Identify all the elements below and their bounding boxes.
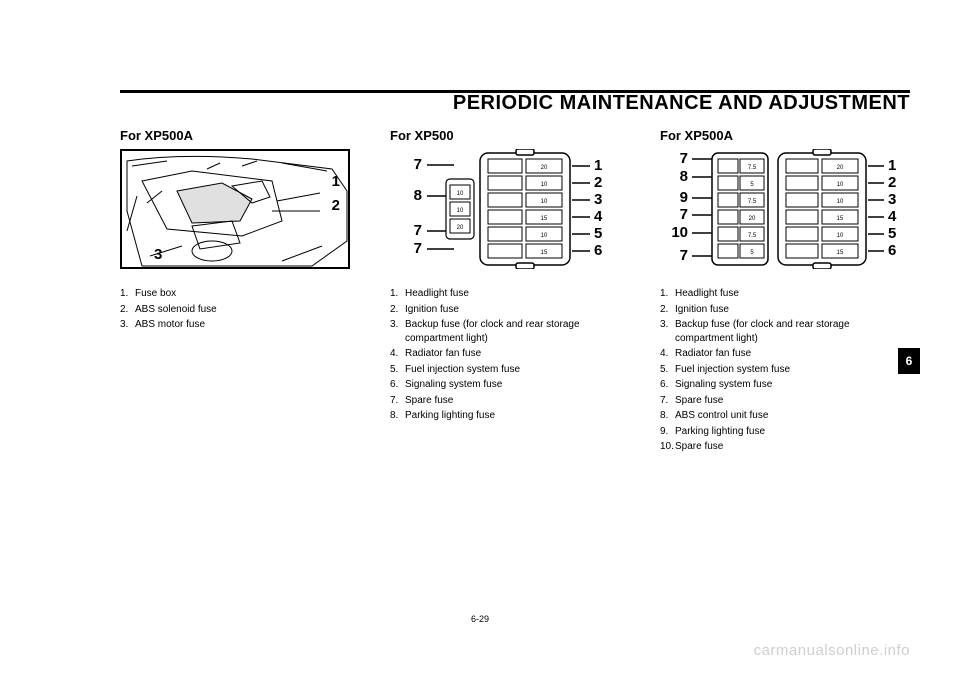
legend-item: 10.Spare fuse: [660, 440, 910, 454]
svg-text:15: 15: [541, 216, 548, 222]
svg-text:7.5: 7.5: [748, 165, 757, 171]
svg-text:10: 10: [671, 224, 688, 241]
legend-item: 8.Parking lighting fuse: [390, 409, 640, 423]
col2-heading: For XP500: [390, 128, 640, 143]
legend-item: 4.Radiator fan fuse: [390, 347, 640, 361]
legend-item: 6.Signaling system fuse: [390, 378, 640, 392]
column-3: For XP500A 7 8 9 7 10 7 7.5: [660, 128, 910, 456]
col1-figure: 1 2 3: [120, 149, 350, 269]
col3-legend: 1.Headlight fuse 2.Ignition fuse 3.Backu…: [660, 287, 910, 454]
svg-text:10: 10: [457, 208, 464, 214]
legend-item: 3.ABS motor fuse: [120, 318, 370, 332]
svg-text:15: 15: [837, 250, 844, 256]
legend-item: 1.Headlight fuse: [660, 287, 910, 301]
right-labels: 1 2 3 4 5 6: [572, 157, 603, 259]
svg-text:1: 1: [888, 157, 896, 174]
col2-legend: 1.Headlight fuse 2.Ignition fuse 3.Backu…: [390, 287, 640, 423]
fusebox-wide-svg: 7 8 9 7 10 7 7.5 5 7.5 20 7.5: [660, 149, 910, 269]
col1-legend: 1.Fuse box 2.ABS solenoid fuse 3.ABS mot…: [120, 287, 370, 332]
legend-item: 3.Backup fuse (for clock and rear storag…: [660, 318, 910, 345]
column-1: For XP500A: [120, 128, 370, 456]
svg-text:10: 10: [837, 199, 844, 205]
legend-item: 9.Parking lighting fuse: [660, 425, 910, 439]
legend-item: 6.Signaling system fuse: [660, 378, 910, 392]
svg-text:20: 20: [541, 165, 548, 171]
svg-text:7: 7: [680, 150, 688, 167]
legend-item: 8.ABS control unit fuse: [660, 409, 910, 423]
callout-3: 3: [154, 246, 162, 263]
legend-item: 3.Backup fuse (for clock and rear storag…: [390, 318, 640, 345]
svg-text:8: 8: [680, 168, 688, 185]
right-labels: 1 2 3 4 5 6: [868, 157, 897, 259]
svg-text:10: 10: [541, 182, 548, 188]
svg-text:10: 10: [457, 191, 464, 197]
svg-text:6: 6: [888, 242, 896, 259]
svg-text:4: 4: [594, 208, 603, 225]
legend-item: 2.Ignition fuse: [390, 303, 640, 317]
svg-text:2: 2: [888, 174, 896, 191]
svg-text:20: 20: [749, 216, 756, 222]
legend-item: 7.Spare fuse: [660, 394, 910, 408]
svg-text:3: 3: [594, 191, 602, 208]
callout-2: 2: [332, 197, 340, 214]
svg-text:20: 20: [457, 225, 464, 231]
page-number: 6-29: [0, 614, 960, 624]
svg-text:15: 15: [837, 216, 844, 222]
svg-text:2: 2: [594, 174, 602, 191]
svg-text:6: 6: [594, 242, 602, 259]
legend-item: 1.Fuse box: [120, 287, 370, 301]
col2-figure: 7 8 7 7 10 10 20: [390, 149, 620, 269]
svg-text:8: 8: [414, 187, 422, 204]
legend-item: 5.Fuel injection system fuse: [390, 363, 640, 377]
legend-item: 1.Headlight fuse: [390, 287, 640, 301]
svg-text:10: 10: [541, 233, 548, 239]
svg-text:5: 5: [594, 225, 602, 242]
col1-heading: For XP500A: [120, 128, 370, 143]
section-title: PERIODIC MAINTENANCE AND ADJUSTMENT: [453, 92, 910, 115]
svg-text:7: 7: [680, 206, 688, 223]
callout-1: 1: [332, 173, 340, 190]
svg-text:7: 7: [414, 156, 422, 173]
watermark: carmanualsonline.info: [754, 642, 910, 659]
svg-text:7: 7: [414, 222, 422, 239]
manual-page: PERIODIC MAINTENANCE AND ADJUSTMENT For …: [0, 0, 960, 679]
columns-container: For XP500A: [120, 128, 910, 456]
svg-text:7: 7: [680, 247, 688, 264]
column-2: For XP500 7 8 7 7 10 10 20: [390, 128, 640, 456]
svg-text:10: 10: [837, 233, 844, 239]
svg-text:20: 20: [837, 165, 844, 171]
svg-text:4: 4: [888, 208, 897, 225]
svg-text:10: 10: [541, 199, 548, 205]
svg-text:7.5: 7.5: [748, 199, 757, 205]
fusebox-compact-svg: 7 8 7 7 10 10 20: [390, 149, 620, 269]
legend-item: 5.Fuel injection system fuse: [660, 363, 910, 377]
svg-text:1: 1: [594, 157, 602, 174]
legend-item: 2.ABS solenoid fuse: [120, 303, 370, 317]
svg-text:9: 9: [680, 189, 688, 206]
chapter-tab: 6: [898, 348, 920, 374]
legend-item: 7.Spare fuse: [390, 394, 640, 408]
svg-text:7: 7: [414, 240, 422, 257]
left-labels: 7 8 9 7 10 7: [671, 150, 716, 264]
svg-text:10: 10: [837, 182, 844, 188]
svg-text:5: 5: [888, 225, 896, 242]
svg-text:7.5: 7.5: [748, 233, 757, 239]
col3-heading: For XP500A: [660, 128, 910, 143]
svg-text:3: 3: [888, 191, 896, 208]
legend-item: 4.Radiator fan fuse: [660, 347, 910, 361]
col3-figure: 7 8 9 7 10 7 7.5 5 7.5 20 7.5: [660, 149, 910, 269]
legend-item: 2.Ignition fuse: [660, 303, 910, 317]
svg-text:15: 15: [541, 250, 548, 256]
